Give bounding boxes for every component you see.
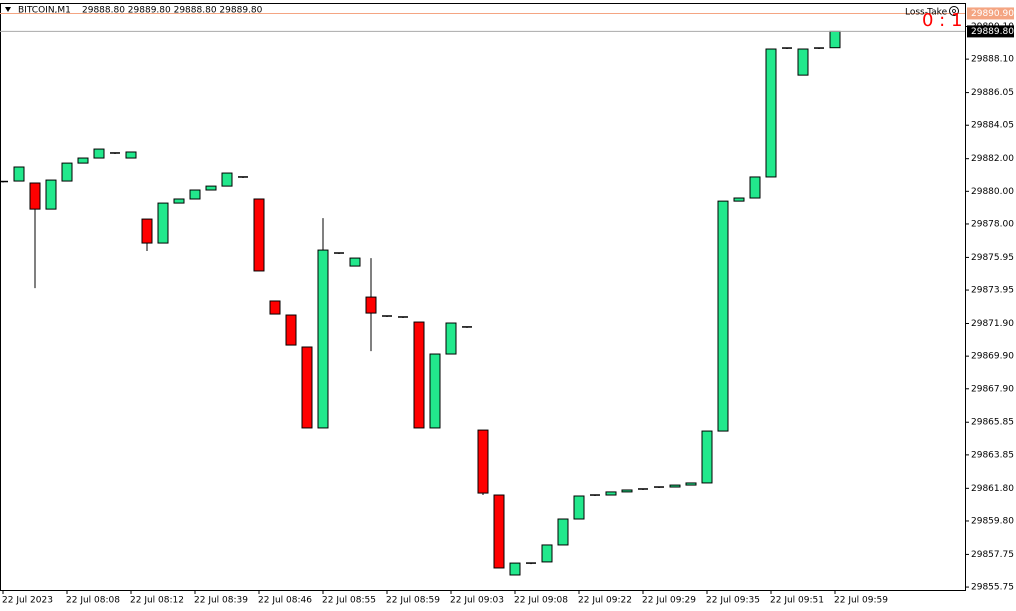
candle-body — [173, 198, 185, 204]
candle-body — [365, 296, 377, 314]
candle-body — [413, 321, 425, 429]
candle-body — [557, 518, 569, 546]
candle-body — [814, 47, 824, 49]
x-tick-label: 22 Jul 08:46 — [258, 596, 312, 606]
y-tick-label: 29888.10 — [971, 55, 1014, 65]
candle-body — [765, 48, 777, 178]
candle-body — [733, 197, 745, 202]
candle-body — [157, 202, 169, 244]
candle-body — [493, 494, 505, 569]
x-tick-label: 22 Jul 09:08 — [514, 596, 568, 606]
candle-body — [93, 148, 105, 159]
candle-body — [29, 182, 41, 210]
plot-frame — [0, 3, 966, 591]
x-tick-label: 22 Jul 08:39 — [194, 596, 248, 606]
candle-body — [141, 218, 153, 244]
candle-body — [701, 430, 713, 484]
x-tick-label: 22 Jul 09:22 — [578, 596, 632, 606]
candle-body — [782, 47, 792, 49]
x-tick-label: 22 Jul 09:29 — [642, 596, 696, 606]
y-tick-label: 29865.85 — [971, 418, 1014, 428]
candle-body — [253, 198, 265, 272]
x-tick-label: 22 Jul 08:55 — [322, 596, 376, 606]
y-tick-label: 29878.00 — [971, 219, 1014, 229]
price-label: 29890.90 — [971, 9, 1014, 19]
smiley-face — [952, 9, 956, 13]
smiley-icon[interactable] — [949, 6, 959, 16]
y-tick-label: 29859.80 — [971, 516, 1014, 526]
symbol: BITCOIN,M1 — [18, 6, 71, 16]
candle-body — [717, 200, 729, 432]
y-tick-label: 29855.75 — [971, 583, 1014, 593]
candle-body — [829, 30, 841, 49]
candle-body — [125, 151, 137, 159]
x-tick-label: 22 Jul 09:03 — [450, 596, 504, 606]
candle-body — [0, 180, 8, 183]
candle-body — [221, 172, 233, 187]
y-tick-label: 29871.90 — [971, 319, 1014, 329]
candle-body — [669, 484, 681, 488]
candle-body — [605, 491, 617, 496]
x-tick-label: 22 Jul 08:59 — [386, 596, 440, 606]
candle-body — [285, 314, 297, 346]
candle-body — [398, 316, 408, 318]
candle-body — [749, 176, 761, 199]
y-tick-label: 29880.00 — [971, 187, 1014, 197]
candle-body — [301, 346, 313, 429]
candle-body — [462, 326, 472, 328]
y-tick-label: 29857.75 — [971, 550, 1014, 560]
candle-body — [477, 429, 489, 494]
x-tick-label: 22 Jul 09:59 — [834, 596, 888, 606]
candle-body — [445, 322, 457, 355]
candle-body — [429, 353, 441, 429]
x-tick-label: 22 Jul 09:35 — [706, 596, 760, 606]
candle-body — [61, 162, 73, 182]
indicator-label: Loss-Take — [905, 8, 948, 18]
y-tick-label: 29869.90 — [971, 352, 1014, 362]
x-tick-label: 22 Jul 08:08 — [66, 596, 120, 606]
candle-body — [334, 252, 344, 254]
y-tick-label: 29884.05 — [971, 121, 1014, 131]
indicator-value: 0 : 1 — [922, 10, 962, 31]
candle-body — [238, 176, 248, 178]
y-tick-label: 29873.95 — [971, 286, 1014, 296]
candle-body — [269, 300, 281, 315]
candle-body — [349, 257, 361, 267]
menu-arrow[interactable] — [5, 7, 11, 12]
candle-body — [189, 189, 201, 200]
candle-body — [638, 488, 648, 490]
candle-body — [573, 495, 585, 520]
price-label-box — [967, 7, 1014, 20]
y-tick-label: 29882.00 — [971, 154, 1014, 164]
candle-body — [526, 562, 536, 564]
candle-body — [77, 157, 89, 164]
candle-body — [685, 482, 697, 486]
x-tick-label: 22 Jul 2023 — [2, 596, 53, 606]
x-tick-label: 22 Jul 09:51 — [770, 596, 824, 606]
candle-body — [509, 562, 521, 576]
candle-body — [382, 315, 392, 317]
price-label-box — [967, 25, 1014, 38]
candle-body — [45, 179, 57, 210]
x-tick-label: 22 Jul 08:12 — [130, 596, 184, 606]
candle-body — [205, 185, 217, 191]
y-tick-label: 29886.05 — [971, 88, 1014, 98]
y-tick-label: 29863.85 — [971, 450, 1014, 460]
y-tick-label: 29867.90 — [971, 384, 1014, 394]
candle-body — [541, 544, 553, 563]
candle-body — [110, 152, 120, 154]
y-tick-label: 29875.95 — [971, 253, 1014, 263]
price-label: 29889.80 — [971, 27, 1014, 37]
candle-body — [797, 48, 809, 76]
candle-body — [590, 494, 600, 496]
candle-body — [621, 489, 633, 493]
candle-body — [654, 486, 664, 488]
ohlc-text: 29888.80 29889.80 29888.80 29889.80 — [82, 6, 263, 16]
candle-body — [317, 249, 329, 429]
y-tick-label: 29861.80 — [971, 484, 1014, 494]
candle-body — [13, 166, 25, 182]
